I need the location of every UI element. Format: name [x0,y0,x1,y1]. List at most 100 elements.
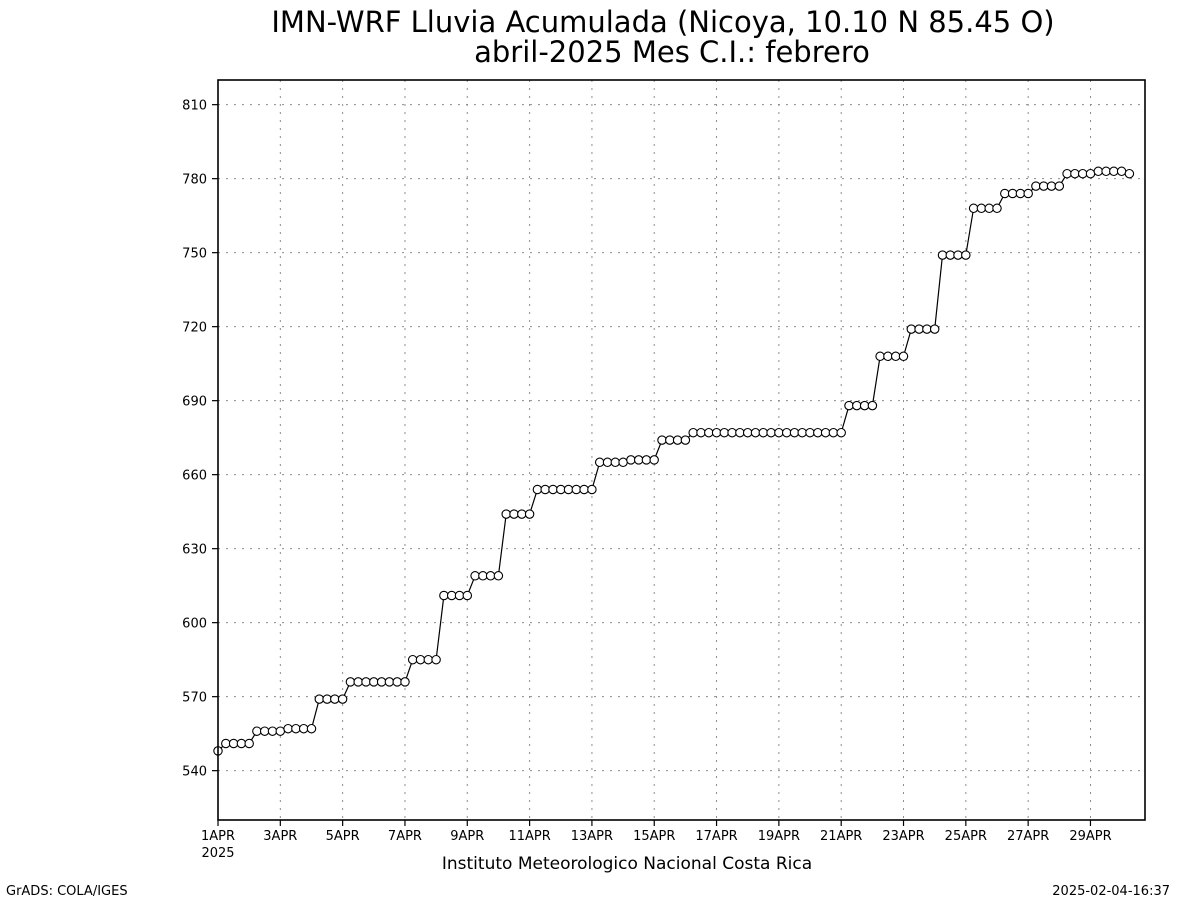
data-point-marker [922,324,932,334]
data-point-marker [337,694,348,704]
data-point-marker [493,571,504,581]
x-tick-label: 19APR [758,829,800,844]
data-point-marker [727,427,737,438]
data-point-marker [961,250,971,260]
data-point-marker [361,677,371,687]
data-point-marker [1038,181,1049,191]
data-point-marker [875,351,885,362]
data-point-marker [929,324,940,334]
data-point-marker [1077,168,1088,179]
data-point-marker [384,677,395,687]
x-tick-label: 13APR [571,829,613,844]
data-point-marker [548,484,558,495]
data-point-marker [953,250,963,260]
chart-title: IMN-WRF Lluvia Acumulada (Nicoya, 10.10 … [271,5,1054,39]
data-point-marker [392,677,402,687]
data-point-marker [244,738,254,749]
data-point-marker [828,427,839,438]
data-point-marker [556,484,566,495]
y-tick-label: 570 [182,691,207,706]
data-point-marker [633,455,644,465]
data-point-marker [462,590,473,601]
data-point-marker [524,509,535,519]
data-point-marker [781,427,792,438]
data-point-marker [439,590,449,601]
data-point-marker [322,694,332,704]
data-point-marker [353,677,363,687]
data-point-marker [236,738,247,749]
data-point-marker [587,484,597,495]
data-point-marker [626,455,636,465]
data-point-marker [470,571,480,581]
data-point-marker [688,427,698,438]
data-point-marker [766,427,776,438]
data-point-marker [680,435,691,445]
data-point-marker [836,427,846,438]
data-point-marker [898,351,909,362]
y-tick-label: 660 [182,469,207,484]
data-point-marker [742,427,753,438]
data-point-marker [509,509,519,519]
data-point-marker [797,427,807,438]
data-point-marker [369,677,379,687]
data-point-marker [641,455,652,465]
data-point-marker [345,677,356,687]
x-tick-label: 7APR [388,829,422,844]
data-point-marker [221,738,231,749]
data-point-marker [1085,168,1096,179]
data-point-marker [579,484,589,495]
data-point-marker [914,324,924,334]
data-point-marker [774,427,784,438]
data-point-marker [267,726,278,736]
data-point-marker [618,457,628,468]
data-point-marker [649,455,659,465]
data-point-marker [306,723,317,734]
data-point-marker [431,654,441,665]
data-point-marker [704,427,714,438]
data-point-marker [758,427,769,438]
y-tick-label: 630 [182,543,207,558]
chart-subtitle: abril-2025 Mes C.I.: febrero [474,35,870,69]
data-point-marker [407,654,418,665]
x-tick-label: 17APR [695,829,737,844]
data-point-marker [750,427,761,438]
x-tick-year-label: 2025 [201,846,234,861]
data-point-marker [672,435,683,445]
data-point-marker [1054,181,1065,191]
data-point-marker [711,427,722,438]
x-tick-label: 25APR [945,829,987,844]
y-axis-ticks: 540 570 600 630 660 690 720 750 780 810 [182,99,218,780]
x-tick-label: 23APR [882,829,924,844]
y-tick-label: 750 [182,247,207,262]
data-point-marker [517,509,527,519]
data-point-marker [852,400,862,411]
data-point-marker [1101,166,1111,177]
data-point-marker [485,571,496,581]
x-tick-label: 27APR [1007,829,1049,844]
data-point-marker [400,677,410,687]
data-point-marker [330,694,340,704]
data-point-marker [501,509,511,519]
x-tick-label: 29APR [1069,829,1111,844]
data-point-marker [478,571,488,581]
data-point-marker [283,723,293,734]
x-tick-label: 5APR [326,829,360,844]
data-point-marker [696,427,706,438]
data-point-marker [1116,166,1127,177]
series-line [217,170,1130,752]
data-point-marker [844,400,854,411]
data-point-marker [1070,168,1080,179]
y-tick-label: 540 [182,765,207,780]
data-point-marker [540,484,550,495]
timestamp: 2025-02-04-16:37 [1052,884,1170,899]
data-point-marker [298,723,309,734]
x-tick-label: 15APR [633,829,675,844]
data-point-marker [610,457,621,468]
plot-frame [217,79,1146,821]
data-point-marker [883,351,893,362]
x-tick-label: 3APR [263,829,297,844]
y-tick-label: 810 [182,99,207,114]
data-point-marker [657,435,667,445]
grads-credit: GrADS: COLA/IGES [6,884,128,899]
data-point-marker [968,203,979,214]
